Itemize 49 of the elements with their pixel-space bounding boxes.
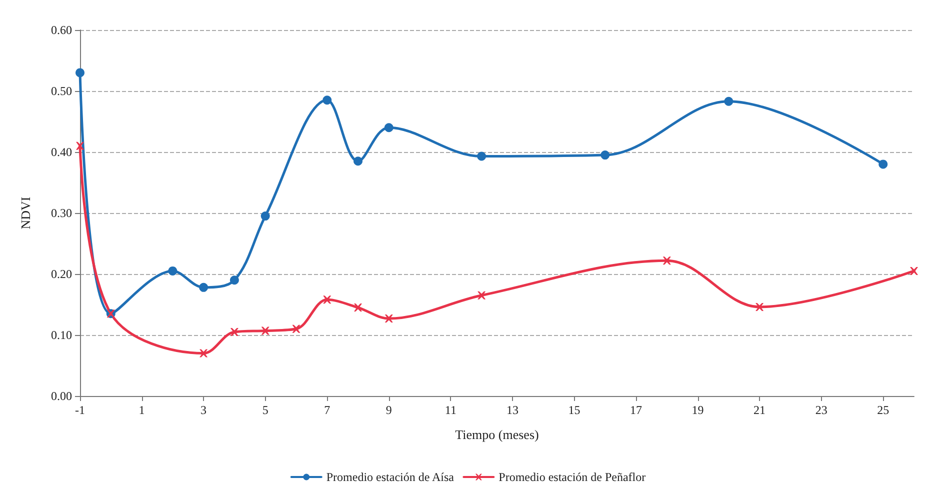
point (322, 96, 332, 105)
y-tick-label: 0.10 (51, 328, 72, 342)
point (261, 326, 270, 335)
point (477, 152, 486, 161)
x-tick-label: 7 (324, 403, 330, 417)
point (260, 212, 270, 221)
x-tick-label: 23 (815, 403, 828, 417)
point (200, 349, 208, 358)
point (292, 324, 300, 333)
point (168, 266, 178, 276)
x-tick-label: 21 (754, 403, 766, 417)
y-tick-label: 0.50 (51, 84, 72, 98)
x-tick-label: 9 (386, 403, 392, 417)
y-tick-label: 0.40 (51, 145, 72, 159)
y-tick-label: 0.00 (51, 389, 72, 403)
x-tick-label: 1 (138, 403, 145, 417)
point (76, 68, 84, 78)
point (230, 276, 239, 285)
point (199, 282, 208, 292)
x-axis-title: Tiempo (meses) (455, 427, 539, 442)
point (354, 156, 362, 166)
point (910, 266, 918, 275)
point (76, 142, 84, 150)
point (323, 296, 332, 304)
point (724, 96, 734, 106)
legend-label: Promedio estación de Peñaflor (498, 470, 646, 484)
point (756, 302, 764, 311)
point (600, 150, 610, 160)
x-tick-label: 15 (568, 403, 580, 417)
x-tick-label: 13 (506, 403, 518, 417)
y-axis-title: NDVI (18, 196, 33, 230)
x-tick-label: 25 (877, 403, 890, 417)
point (354, 304, 362, 312)
x-tick-label: 17 (630, 403, 642, 417)
point (230, 328, 238, 336)
y-tick-label: 0.30 (51, 206, 72, 220)
point (878, 160, 888, 169)
y-tick-label: 0.60 (51, 23, 72, 37)
point (384, 314, 393, 323)
point (662, 256, 671, 265)
legend-label: Promedio estación de Aísa (326, 470, 455, 484)
x-tick-label: 3 (200, 403, 207, 417)
point (478, 291, 486, 300)
x-tick-label: -1 (75, 403, 85, 417)
y-tick-label: 0.20 (51, 267, 72, 281)
point (384, 123, 394, 132)
x-tick-label: 19 (692, 403, 704, 417)
x-tick-label: 11 (444, 403, 456, 417)
x-tick-label: 5 (262, 403, 268, 417)
